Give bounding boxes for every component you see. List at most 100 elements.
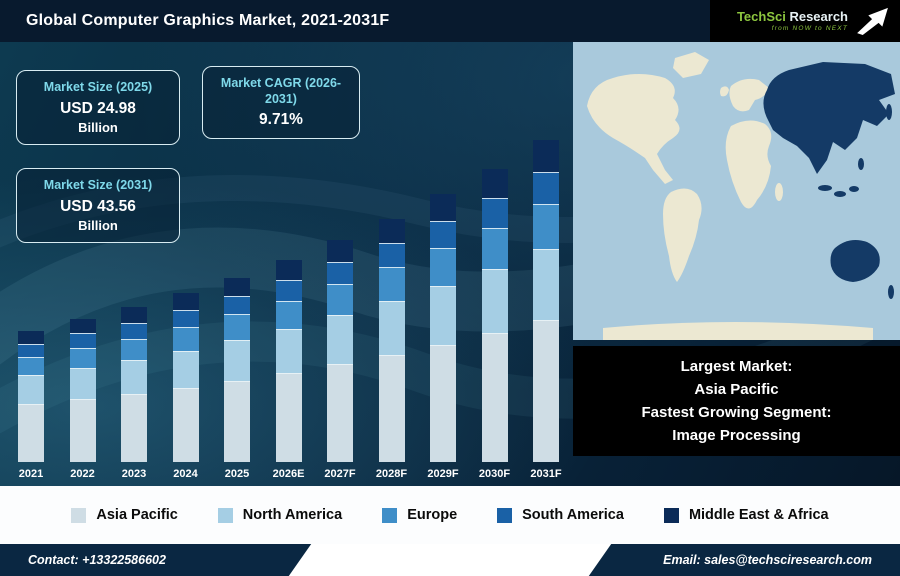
chart-panel: Market Size (2025) USD 24.98 Billion Mar… xyxy=(0,42,573,486)
bar-segment-middle-east-africa xyxy=(69,319,96,333)
bar-segment-europe xyxy=(430,248,456,286)
legend-swatch xyxy=(382,507,398,523)
stat-label: Market CAGR (2026-2031) xyxy=(220,76,342,106)
bar-segment-south-america xyxy=(172,310,199,327)
bar-stack xyxy=(378,219,405,462)
footer-center-band xyxy=(288,544,612,576)
bar-segment-europe xyxy=(121,339,147,360)
bar-segment-middle-east-africa xyxy=(121,307,147,323)
region-antarctica xyxy=(603,322,873,340)
legend-label: North America xyxy=(242,507,343,523)
bar-segment-asia-pacific xyxy=(18,404,44,462)
bar-stack xyxy=(533,140,559,462)
region-madagascar xyxy=(775,183,783,201)
bar-segment-south-america xyxy=(378,243,405,267)
bar-segment-north-america xyxy=(327,315,353,364)
contact-email: Email: sales@techsciresearch.com xyxy=(663,553,872,567)
techsci-logo-brand-primary: TechSci xyxy=(736,9,786,25)
x-axis-label: 2021 xyxy=(18,468,44,480)
bar-segment-south-america xyxy=(481,198,508,228)
region-south-america xyxy=(663,188,702,282)
bar-stack xyxy=(327,240,353,462)
techsci-logo-brand-secondary: Research xyxy=(789,9,848,25)
bar-stack xyxy=(18,331,44,462)
bar-segment-asia-pacific xyxy=(533,320,559,462)
region-europe xyxy=(729,78,769,112)
bar-segment-asia-pacific xyxy=(327,364,353,462)
region-indonesia-1 xyxy=(818,185,832,191)
x-axis-label: 2027F xyxy=(324,468,356,480)
region-indonesia-3 xyxy=(849,186,859,192)
arrow-icon xyxy=(857,7,888,35)
bar-segment-europe xyxy=(69,348,96,368)
legend-item-north-america: North America xyxy=(217,507,343,523)
info-line-2: Asia Pacific xyxy=(694,380,779,398)
region-australia xyxy=(830,240,880,282)
bar-segment-europe xyxy=(481,228,508,269)
info-line-4: Image Processing xyxy=(672,427,801,445)
bar-column-2031f: 2031F xyxy=(523,140,569,480)
largest-market-info-box: Largest Market: Asia Pacific Fastest Gro… xyxy=(573,346,900,456)
bar-segment-south-america xyxy=(69,333,96,348)
bar-column-2027f: 2027F xyxy=(317,240,363,480)
stat-value: USD 24.98 xyxy=(60,99,136,117)
bar-segment-south-america xyxy=(533,172,559,204)
techsci-logo-text: TechSci Research from NOW to NEXT xyxy=(736,9,848,32)
legend-swatch xyxy=(217,507,233,523)
main-area: Market Size (2025) USD 24.98 Billion Mar… xyxy=(0,42,900,486)
bar-column-2026e: 2026E xyxy=(266,260,312,480)
map-land xyxy=(587,52,873,340)
stat-unit: Billion xyxy=(78,119,118,135)
bar-segment-south-america xyxy=(327,262,353,284)
header: Global Computer Graphics Market, 2021-20… xyxy=(0,0,900,42)
bar-column-2028f: 2028F xyxy=(369,219,415,480)
bar-segment-europe xyxy=(172,327,199,351)
x-axis-label: 2025 xyxy=(224,468,250,480)
region-greenland xyxy=(673,52,709,78)
bar-segment-south-america xyxy=(430,221,456,248)
bar-segment-europe xyxy=(18,357,44,375)
legend-label: Asia Pacific xyxy=(96,507,178,523)
bar-segment-europe xyxy=(378,267,405,301)
legend-swatch xyxy=(497,507,513,523)
bar-segment-south-america xyxy=(275,280,302,301)
bar-column-2025: 2025 xyxy=(214,278,260,480)
bar-stack xyxy=(69,319,96,462)
header-title-bar: Global Computer Graphics Market, 2021-20… xyxy=(0,0,710,42)
stat-value: USD 43.56 xyxy=(60,197,136,215)
bar-segment-north-america xyxy=(481,269,508,333)
bar-segment-middle-east-africa xyxy=(18,331,44,344)
bar-segment-south-america xyxy=(18,344,44,357)
bar-segment-south-america xyxy=(121,323,147,339)
bar-segment-north-america xyxy=(224,340,250,381)
contact-phone: Contact: +13322586602 xyxy=(28,553,166,567)
bar-segment-north-america xyxy=(430,286,456,345)
region-asia xyxy=(763,62,895,174)
bar-segment-north-america xyxy=(69,368,96,399)
bar-segment-middle-east-africa xyxy=(378,219,405,243)
bar-column-2023: 2023 xyxy=(111,307,157,480)
bar-column-2021: 2021 xyxy=(8,331,54,480)
bar-segment-europe xyxy=(533,204,559,249)
bar-segment-asia-pacific xyxy=(172,388,199,462)
techsci-logo: TechSci Research from NOW to NEXT xyxy=(710,0,900,42)
x-axis-label: 2026E xyxy=(272,468,305,480)
legend-swatch xyxy=(663,507,679,523)
bar-segment-asia-pacific xyxy=(224,381,250,462)
x-axis-label: 2028F xyxy=(375,468,408,480)
legend-swatch xyxy=(71,507,87,523)
bar-segment-middle-east-africa xyxy=(224,278,250,296)
stat-unit: Billion xyxy=(78,217,118,233)
world-map xyxy=(573,42,900,340)
region-british-isles xyxy=(720,86,729,97)
legend-item-middle-east-africa: Middle East & Africa xyxy=(663,507,829,523)
bar-segment-north-america xyxy=(533,249,559,320)
info-line-3: Fastest Growing Segment: xyxy=(641,404,832,421)
region-japan xyxy=(886,104,892,120)
bar-stack xyxy=(275,260,302,462)
bar-segment-north-america xyxy=(378,301,405,355)
bar-stack xyxy=(481,169,508,462)
bar-column-2029f: 2029F xyxy=(420,194,466,480)
stat-box-market-size-2031: Market Size (2031) USD 43.56 Billion xyxy=(16,168,180,243)
